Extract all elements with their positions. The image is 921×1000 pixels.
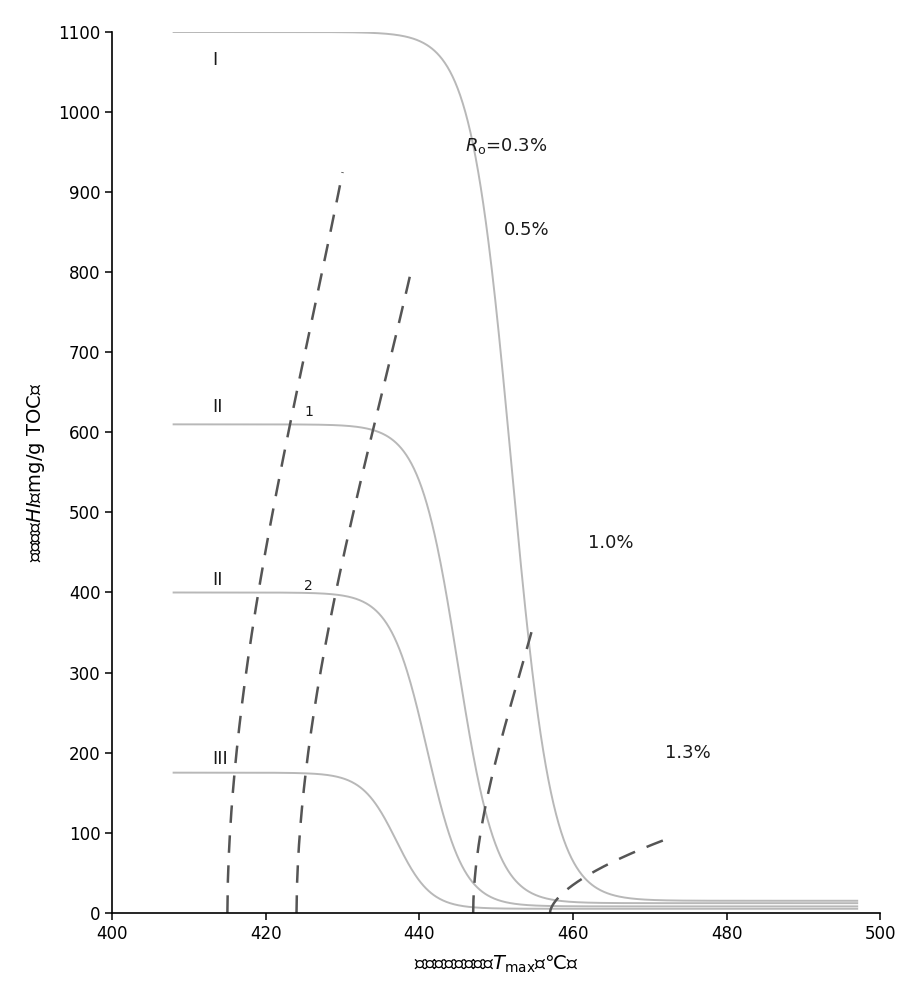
Text: 1.3%: 1.3%	[665, 744, 711, 762]
Text: III: III	[212, 750, 227, 768]
Text: 2: 2	[304, 579, 313, 593]
Text: II: II	[212, 398, 223, 416]
Text: $\mathit{R}_{\mathrm{o}}$=0.3%: $\mathit{R}_{\mathrm{o}}$=0.3%	[465, 136, 548, 156]
Text: II: II	[212, 571, 223, 589]
X-axis label: 最大热解峰温度（$\mathit{T}_{\mathrm{max}}$，℃）: 最大热解峰温度（$\mathit{T}_{\mathrm{max}}$，℃）	[414, 954, 578, 975]
Text: I: I	[212, 51, 217, 69]
Text: 0.5%: 0.5%	[504, 221, 550, 239]
Text: 1.0%: 1.0%	[589, 534, 634, 552]
Y-axis label: 氢指数（$\mathit{HI}$，mg/g TOC）: 氢指数（$\mathit{HI}$，mg/g TOC）	[25, 383, 47, 562]
Text: 1: 1	[304, 405, 313, 419]
